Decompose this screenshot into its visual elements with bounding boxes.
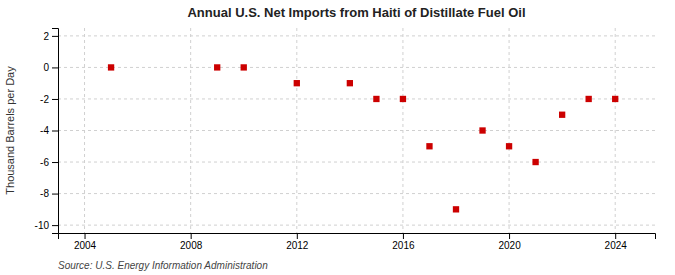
point: [586, 96, 592, 102]
point: [559, 112, 565, 118]
x-tick: 2024: [605, 233, 628, 251]
x-tick: 2020: [498, 233, 521, 251]
x-tick: 2016: [392, 233, 415, 251]
chart: 2004 2008 2012 2016 2020 2024 2 0 -2 -4 -6 -8 -10 Ann…: [0, 0, 675, 275]
y-tick-label: 0: [43, 62, 49, 73]
x-tick-label: 2016: [392, 240, 415, 251]
point: [453, 206, 459, 212]
x-tick-label: 2020: [498, 240, 521, 251]
x-tick-mark: [403, 233, 404, 239]
grid-line-x: [296, 28, 297, 233]
y-tick-mark: [52, 67, 58, 68]
y-tick-mark: [52, 36, 58, 37]
y-tick-mark: [52, 162, 58, 163]
point: [400, 96, 406, 102]
x-tick-label: 2004: [74, 240, 97, 251]
y-tick: -8: [40, 188, 58, 199]
title: Annual U.S. Net Imports from Haiti of Di…: [187, 5, 525, 20]
y-tick-label: 2: [43, 31, 49, 42]
point: [108, 64, 114, 70]
grid-line-y: [58, 130, 655, 131]
y-tick: 2: [43, 31, 58, 42]
x-tick: 2008: [180, 233, 203, 251]
x-axis-line: [59, 234, 656, 240]
x-tick: 2004: [74, 233, 97, 251]
y-tick-label: -4: [40, 125, 49, 136]
point: [479, 127, 485, 133]
point: [294, 80, 300, 86]
x-tick-label: 2008: [180, 240, 203, 251]
y-tick: -2: [40, 94, 58, 105]
y-axis-line: [52, 29, 59, 234]
y-tick: 0: [43, 62, 58, 73]
point: [612, 96, 618, 102]
grid-line-y: [58, 67, 655, 68]
grid: [58, 28, 655, 233]
y-tick-mark: [52, 225, 58, 226]
x-axis: 2004 2008 2012 2016 2020 2024: [59, 233, 656, 251]
grid-line-y: [58, 35, 655, 36]
y-tick-label: -6: [40, 157, 49, 168]
y-axis: 2 0 -2 -4 -6 -8 -10: [35, 29, 59, 234]
x-tick: 2012: [286, 233, 309, 251]
point: [506, 143, 512, 149]
point: [532, 159, 538, 165]
y-tick-mark: [52, 99, 58, 100]
x-tick-label: 2012: [286, 240, 309, 251]
point: [426, 143, 432, 149]
y-tick-label: -10: [35, 220, 50, 231]
x-tick-mark: [85, 233, 86, 239]
y-tick-label: -2: [40, 94, 49, 105]
y-tick: -4: [40, 125, 58, 136]
y-tick-mark: [52, 131, 58, 132]
grid-line-y: [58, 193, 655, 194]
grid-line-y: [58, 162, 655, 163]
grid-line-y: [58, 225, 655, 226]
y-tick: -6: [40, 157, 58, 168]
x-tick-mark: [191, 233, 192, 239]
x-tick-mark: [297, 233, 298, 239]
plot-area: [108, 64, 618, 212]
source-note: Source: U.S. Energy Information Administ…: [58, 260, 268, 271]
point: [214, 64, 220, 70]
grid-line-x: [615, 28, 616, 233]
point: [241, 64, 247, 70]
y-tick: -10: [35, 220, 58, 231]
x-tick-mark: [615, 233, 616, 239]
point: [373, 96, 379, 102]
point: [347, 80, 353, 86]
y-axis-title: Thousand Barrels per Day: [4, 66, 16, 195]
grid-line-y: [58, 98, 655, 99]
y-tick-mark: [52, 194, 58, 195]
x-tick-label: 2024: [605, 240, 628, 251]
x-tick-mark: [509, 233, 510, 239]
y-tick-label: -8: [40, 188, 49, 199]
